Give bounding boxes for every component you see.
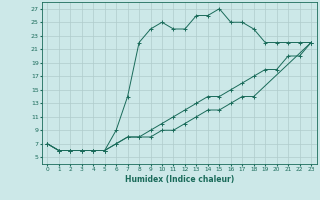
X-axis label: Humidex (Indice chaleur): Humidex (Indice chaleur) xyxy=(124,175,234,184)
